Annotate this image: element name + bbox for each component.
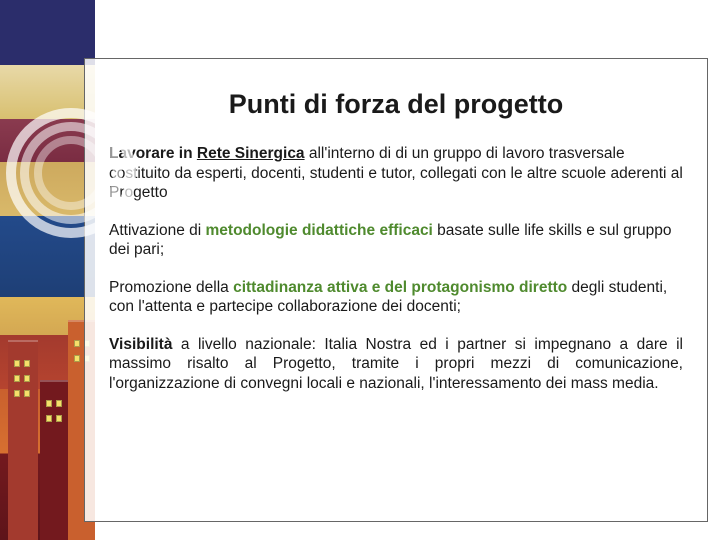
decorative-left-strip: [0, 0, 95, 540]
lead-underline: Rete Sinergica: [197, 145, 305, 162]
para3-highlight: cittadinanza attiva e del protagonismo d…: [233, 279, 567, 296]
slide-title: Punti di forza del progetto: [109, 89, 683, 120]
para2-pre: Attivazione di: [109, 222, 206, 239]
para4-lead: Visibilità: [109, 336, 172, 353]
para2-highlight: metodologie didattiche efficaci: [206, 222, 433, 239]
bullet-metodologie: Attivazione di metodologie didattiche ef…: [109, 221, 683, 260]
para3-pre: Promozione della: [109, 279, 233, 296]
bullet-rete-sinergica: Lavorare in Rete Sinergica all'interno d…: [109, 144, 683, 203]
para4-body: a livello nazionale: Italia Nostra ed i …: [109, 336, 683, 392]
ring-decoration-inner: [34, 136, 108, 210]
bullet-cittadinanza: Promozione della cittadinanza attiva e d…: [109, 278, 683, 317]
slide-content-frame: Punti di forza del progetto Lavorare in …: [84, 58, 708, 522]
bullet-visibilita: Visibilità a livello nazionale: Italia N…: [109, 335, 683, 394]
